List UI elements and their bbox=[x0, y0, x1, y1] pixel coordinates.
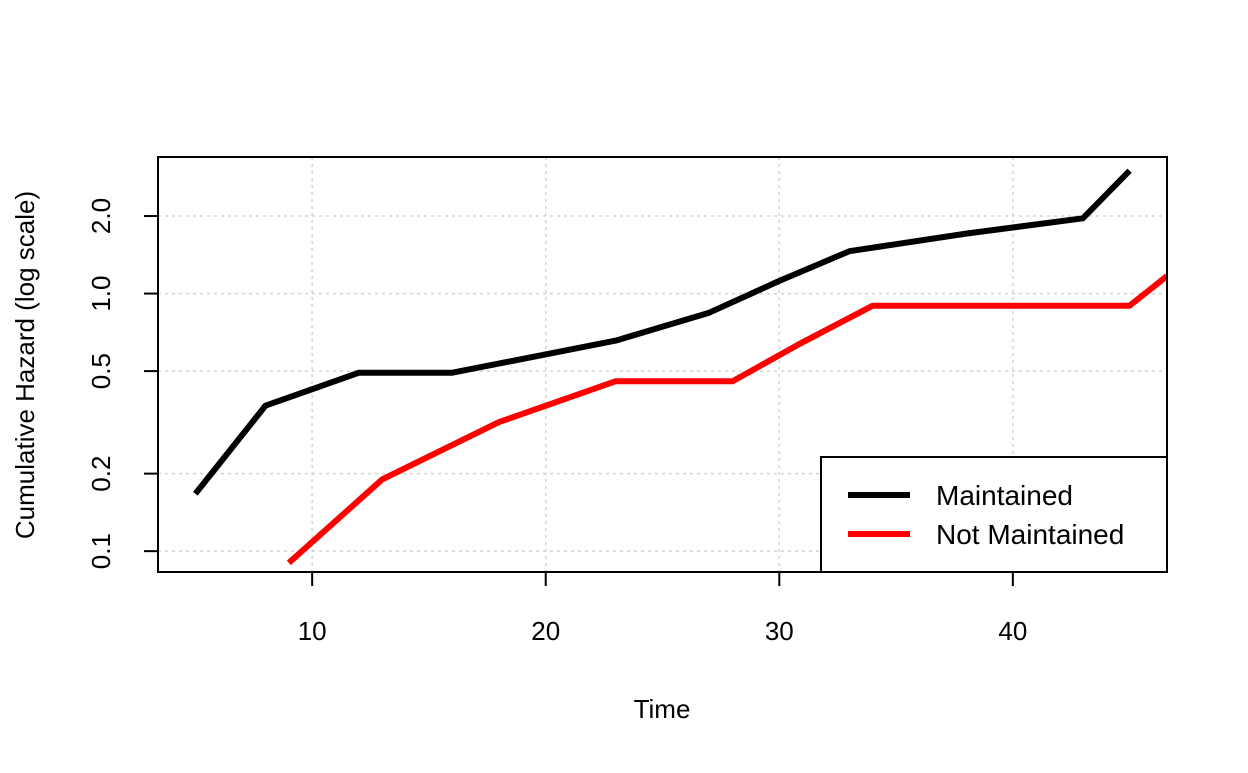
y-axis-title: Cumulative Hazard (log scale) bbox=[10, 191, 40, 539]
series-line-not-maintained bbox=[286, 273, 1167, 566]
legend: Maintained Not Maintained bbox=[820, 456, 1168, 573]
y-tick-label: 0.1 bbox=[86, 533, 116, 569]
x-axis: 10 20 30 40 bbox=[298, 572, 1027, 646]
legend-label-not-maintained: Not Maintained bbox=[936, 519, 1124, 550]
x-tick-label: 30 bbox=[765, 616, 794, 646]
y-tick-label: 1.0 bbox=[86, 275, 116, 311]
y-axis: 0.1 0.2 0.5 1.0 2.0 bbox=[86, 198, 158, 569]
y-tick-label: 0.2 bbox=[86, 456, 116, 492]
plot-frame bbox=[157, 156, 1168, 573]
legend-label-maintained: Maintained bbox=[936, 480, 1073, 511]
y-tick-label: 0.5 bbox=[86, 353, 116, 389]
x-tick-label: 20 bbox=[531, 616, 560, 646]
series-layer bbox=[193, 168, 1167, 566]
x-tick-label: 40 bbox=[998, 616, 1027, 646]
legend-box bbox=[820, 456, 1168, 573]
y-tick-label: 2.0 bbox=[86, 198, 116, 234]
x-axis-title: Time bbox=[634, 694, 691, 724]
x-tick-label: 10 bbox=[298, 616, 327, 646]
series-line-maintained bbox=[193, 168, 1132, 496]
